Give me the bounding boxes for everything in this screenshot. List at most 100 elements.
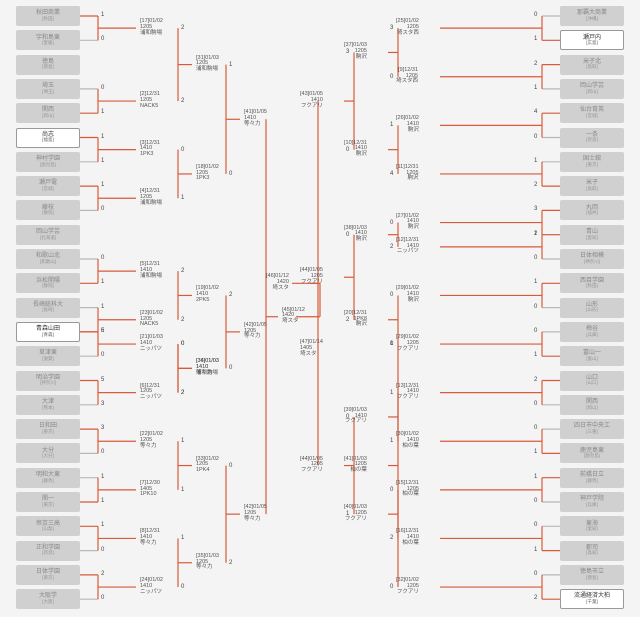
team-right-19: 前橋日立[群馬] (560, 468, 624, 488)
s-left-r3-2b: 2 (229, 560, 232, 566)
m-right-r1-3: [11]12/311205駒沢 (396, 165, 419, 182)
s-left-r1-10a: 1 (101, 522, 104, 528)
s-right-r1-0a: 0 (534, 12, 537, 18)
s-left-r1-3b: 0 (101, 206, 104, 212)
s-left-r1-8a: 3 (101, 425, 104, 431)
team-left-10: 和歌山北[和歌山] (16, 249, 80, 269)
m-left-r1-6: [21]01/031410ニッパツ (140, 335, 163, 352)
s-right-r1-12a: 0 (534, 571, 537, 577)
s-left-r1-9b: 1 (101, 498, 104, 504)
m-right-r1-4: [27]01/021410駒沢 (396, 214, 419, 231)
m-left-r2-5: [35]01/031205等々力 (196, 554, 219, 571)
s-left-r2-2b: 2 (181, 317, 184, 323)
s-right-r1-7a: 0 (534, 328, 537, 334)
team-right-11: 西目学園[秋田] (560, 273, 624, 293)
team-right-21: 東海[愛知] (560, 516, 624, 536)
s-left-r3-1a: 2 (229, 292, 232, 298)
s-left-r1-11b: 0 (101, 595, 104, 601)
m-left-r2-1: [18]01/0212051PK3 (196, 165, 219, 182)
s-right-r2-1b: 4 (390, 171, 393, 177)
s-right-r1-1b: 1 (534, 85, 537, 91)
m-left-r1-5: [23]01/021205NACK5 (140, 311, 163, 328)
m-left-r2-6: [36]01/031410等々力 (196, 359, 219, 376)
team-left-1: 宇和島東[愛媛] (16, 30, 80, 50)
team-left-9: 岡山学芸[北海道] (16, 225, 80, 245)
team-left-0: 秋田商業[秋田] (16, 6, 80, 26)
s-left-r1-6a: 6 (101, 328, 104, 334)
s-right-r3-1a: 0 (346, 232, 349, 238)
m-right-r1-9: [30]01/021410柏の葉 (396, 432, 419, 449)
s-left-r1-4b: 1 (101, 279, 104, 285)
s-right-r2-5a: 0 (390, 487, 393, 493)
m-left-r4: [45]01/121420埼スタ (282, 308, 305, 325)
s-right-r1-11a: 0 (534, 522, 537, 528)
m-left-r1-3: [4]12/311205浦和駒場 (140, 189, 162, 206)
s-right-r3-1b: 2 (346, 317, 349, 323)
team-left-3: 埼玉[埼玉] (16, 79, 80, 99)
m-left-r2-0: [31]01/031205浦和駒場 (196, 56, 219, 73)
s-right-r2-0b: 0 (390, 74, 393, 80)
s-left-r2-2a: 2 (181, 268, 184, 274)
m-left-r1-2: [3]12/3114101PK3 (140, 141, 160, 158)
s-right-r2-2b: 2 (390, 244, 393, 250)
team-right-16: 関西[岡山] (560, 395, 624, 415)
team-left-8: 藤枝[静岡] (16, 200, 80, 220)
s-right-r1-6a: 1 (534, 279, 537, 285)
s-left-r2-4a: 1 (181, 438, 184, 444)
m-right-r1-1: [9]12/311205埼スタ西 (396, 68, 418, 85)
s-left-r2-6a: 0 (181, 341, 184, 347)
s-left-r1-0a: 1 (101, 12, 104, 18)
m-left-r1-4: [5]12/311410浦和駒場 (140, 262, 162, 279)
m-left-r3-1: [42]01/051205等々力 (244, 323, 267, 340)
s-left-r1-4a: 0 (101, 255, 104, 261)
m-left-r2-2: [19]01/0214102PK5 (196, 286, 219, 303)
team-right-14: 富山一[富山] (560, 346, 624, 366)
team-right-22: 郡司[高知] (560, 541, 624, 561)
s-right-r3-2b: 1 (346, 511, 349, 517)
m-right-r1-2: [26]01/021410駒沢 (396, 116, 419, 133)
s-right-r1-9b: 1 (534, 449, 537, 455)
team-left-4: 関西[岡山] (16, 103, 80, 123)
s-right-r1-2a: 4 (534, 109, 537, 115)
s-right-r1-6b: 0 (534, 304, 537, 310)
s-left-r1-1b: 1 (101, 109, 104, 115)
s-left-r2-1b: 1 (181, 195, 184, 201)
s-left-r1-8b: 0 (101, 449, 104, 455)
s-right-r1-11b: 1 (534, 547, 537, 553)
m-left-r1-7: [6]12/311205ニッパツ (140, 384, 162, 401)
s-right-r1-10b: 0 (534, 498, 537, 504)
team-right-10: 日体相模[神奈川] (560, 249, 624, 269)
team-right-7: 米子[鳥取] (560, 176, 624, 196)
team-left-5: 尚志[福島] (16, 128, 80, 148)
s-left-r1-2a: 1 (101, 134, 104, 140)
s-right-r1-2b: 0 (534, 134, 537, 140)
team-right-24: 流通経済大柏[千葉] (560, 589, 624, 609)
team-left-13: 青森山田[青森] (16, 322, 80, 342)
team-right-9: 青山[愛知] (560, 225, 624, 245)
s-right-r1-9a: 0 (534, 425, 537, 431)
s-right-r1-4a: 3 (534, 206, 537, 212)
m-right-r1-0: [25]01/021205埼スタ西 (396, 19, 419, 36)
m-right-r3-1: [44]01/051205フクアリ (300, 268, 323, 285)
team-left-17: 日和田[東京] (16, 419, 80, 439)
team-left-20: 関一[東京] (16, 492, 80, 512)
m-left-r1-8: [22]01/021205等々力 (140, 432, 163, 449)
team-right-15: 山口[山口] (560, 371, 624, 391)
m-right-r1-7: [29]01/021205フクアリ (396, 335, 419, 352)
s-right-r1-7b: 1 (534, 352, 537, 358)
m-left-r3-0: [41]01/051410等々力 (244, 110, 267, 127)
s-left-r2-5a: 1 (181, 535, 184, 541)
s-left-r1-10b: 0 (101, 547, 104, 553)
team-left-16: 大津[熊本] (16, 395, 80, 415)
s-left-r2-6b: 2 (181, 390, 184, 396)
s-right-r1-3b: 2 (534, 182, 537, 188)
m-right-r1-8: [13]12/311410フクアリ (396, 384, 419, 401)
team-left-24: 大阪学[大阪] (16, 589, 80, 609)
s-right-r1-5a: 2 (534, 231, 537, 237)
s-right-r1-0b: 1 (534, 36, 537, 42)
s-left-r2-0a: 2 (181, 25, 184, 31)
team-right-1: 瀬戸内[広島] (560, 30, 624, 50)
team-right-8: 丸岡[福井] (560, 200, 624, 220)
team-left-6: 神村学園[鹿児島] (16, 152, 80, 172)
s-right-r2-2a: 0 (390, 220, 393, 226)
